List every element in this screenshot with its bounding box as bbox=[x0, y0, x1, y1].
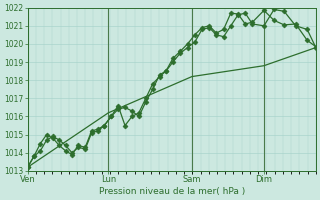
X-axis label: Pression niveau de la mer( hPa ): Pression niveau de la mer( hPa ) bbox=[99, 187, 245, 196]
